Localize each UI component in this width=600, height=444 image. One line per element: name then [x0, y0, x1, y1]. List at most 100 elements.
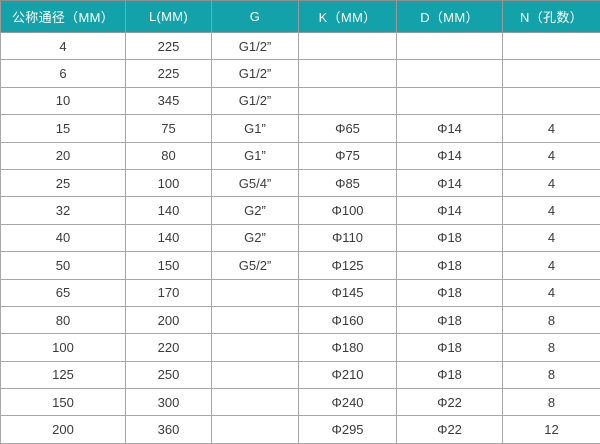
cell-k: Φ75: [299, 142, 397, 169]
cell-l: 225: [126, 60, 212, 87]
cell-d: Φ18: [397, 306, 503, 333]
cell-n: 8: [503, 334, 600, 361]
cell-l: 250: [126, 361, 212, 388]
cell-n: 4: [503, 169, 600, 196]
cell-g: G5/2”: [212, 252, 299, 279]
cell-n: [503, 87, 600, 114]
cell-n: 4: [503, 115, 600, 142]
cell-nominal-diameter: 50: [1, 252, 126, 279]
cell-l: 140: [126, 197, 212, 224]
column-header-nominal-diameter: 公称通径（MM）: [1, 1, 126, 33]
cell-l: 345: [126, 87, 212, 114]
cell-l: 100: [126, 169, 212, 196]
table-header-row: 公称通径（MM） L(MM) G K（MM） D（MM） N（孔数）: [1, 1, 600, 33]
cell-l: 360: [126, 416, 212, 443]
cell-n: 8: [503, 389, 600, 416]
cell-n: 4: [503, 197, 600, 224]
cell-g: G1”: [212, 142, 299, 169]
cell-l: 170: [126, 279, 212, 306]
cell-nominal-diameter: 20: [1, 142, 126, 169]
column-header-l: L(MM): [126, 1, 212, 33]
cell-d: Φ18: [397, 279, 503, 306]
cell-k: [299, 33, 397, 60]
cell-n: 12: [503, 416, 600, 443]
cell-g: [212, 306, 299, 333]
cell-nominal-diameter: 4: [1, 33, 126, 60]
cell-g: G5/4”: [212, 169, 299, 196]
column-header-k: K（MM）: [299, 1, 397, 33]
cell-d: Φ18: [397, 334, 503, 361]
cell-n: [503, 60, 600, 87]
cell-nominal-diameter: 40: [1, 224, 126, 251]
cell-l: 220: [126, 334, 212, 361]
cell-g: [212, 361, 299, 388]
cell-k: Φ125: [299, 252, 397, 279]
cell-n: 4: [503, 252, 600, 279]
cell-nominal-diameter: 10: [1, 87, 126, 114]
cell-l: 80: [126, 142, 212, 169]
cell-k: Φ160: [299, 306, 397, 333]
cell-k: Φ100: [299, 197, 397, 224]
cell-g: [212, 416, 299, 443]
column-header-g: G: [212, 1, 299, 33]
cell-nominal-diameter: 65: [1, 279, 126, 306]
cell-k: [299, 60, 397, 87]
cell-l: 140: [126, 224, 212, 251]
table-header: 公称通径（MM） L(MM) G K（MM） D（MM） N（孔数）: [1, 1, 600, 33]
cell-nominal-diameter: 25: [1, 169, 126, 196]
column-header-n: N（孔数）: [503, 1, 600, 33]
cell-d: [397, 60, 503, 87]
cell-g: G1”: [212, 115, 299, 142]
cell-nominal-diameter: 80: [1, 306, 126, 333]
cell-d: [397, 87, 503, 114]
cell-d: Φ18: [397, 361, 503, 388]
cell-nominal-diameter: 200: [1, 416, 126, 443]
column-header-d: D（MM）: [397, 1, 503, 33]
cell-nominal-diameter: 100: [1, 334, 126, 361]
cell-g: [212, 334, 299, 361]
cell-n: [503, 33, 600, 60]
cell-n: 8: [503, 306, 600, 333]
cell-g: G1/2”: [212, 60, 299, 87]
cell-k: Φ295: [299, 416, 397, 443]
cell-n: 4: [503, 279, 600, 306]
cell-d: Φ14: [397, 197, 503, 224]
cell-n: 4: [503, 224, 600, 251]
cell-d: Φ14: [397, 115, 503, 142]
cell-k: Φ65: [299, 115, 397, 142]
cell-k: [299, 87, 397, 114]
cell-l: 300: [126, 389, 212, 416]
cell-k: Φ145: [299, 279, 397, 306]
cell-nominal-diameter: 15: [1, 115, 126, 142]
cell-l: 225: [126, 33, 212, 60]
cell-nominal-diameter: 150: [1, 389, 126, 416]
cell-l: 150: [126, 252, 212, 279]
cell-k: Φ210: [299, 361, 397, 388]
cell-d: Φ22: [397, 389, 503, 416]
cell-nominal-diameter: 6: [1, 60, 126, 87]
cell-d: Φ22: [397, 416, 503, 443]
cell-d: Φ14: [397, 142, 503, 169]
cell-d: Φ14: [397, 169, 503, 196]
cell-l: 200: [126, 306, 212, 333]
cell-g: [212, 389, 299, 416]
cell-g: G1/2”: [212, 87, 299, 114]
cell-nominal-diameter: 125: [1, 361, 126, 388]
cell-d: Φ18: [397, 252, 503, 279]
cell-g: G2”: [212, 197, 299, 224]
cell-g: G2”: [212, 224, 299, 251]
